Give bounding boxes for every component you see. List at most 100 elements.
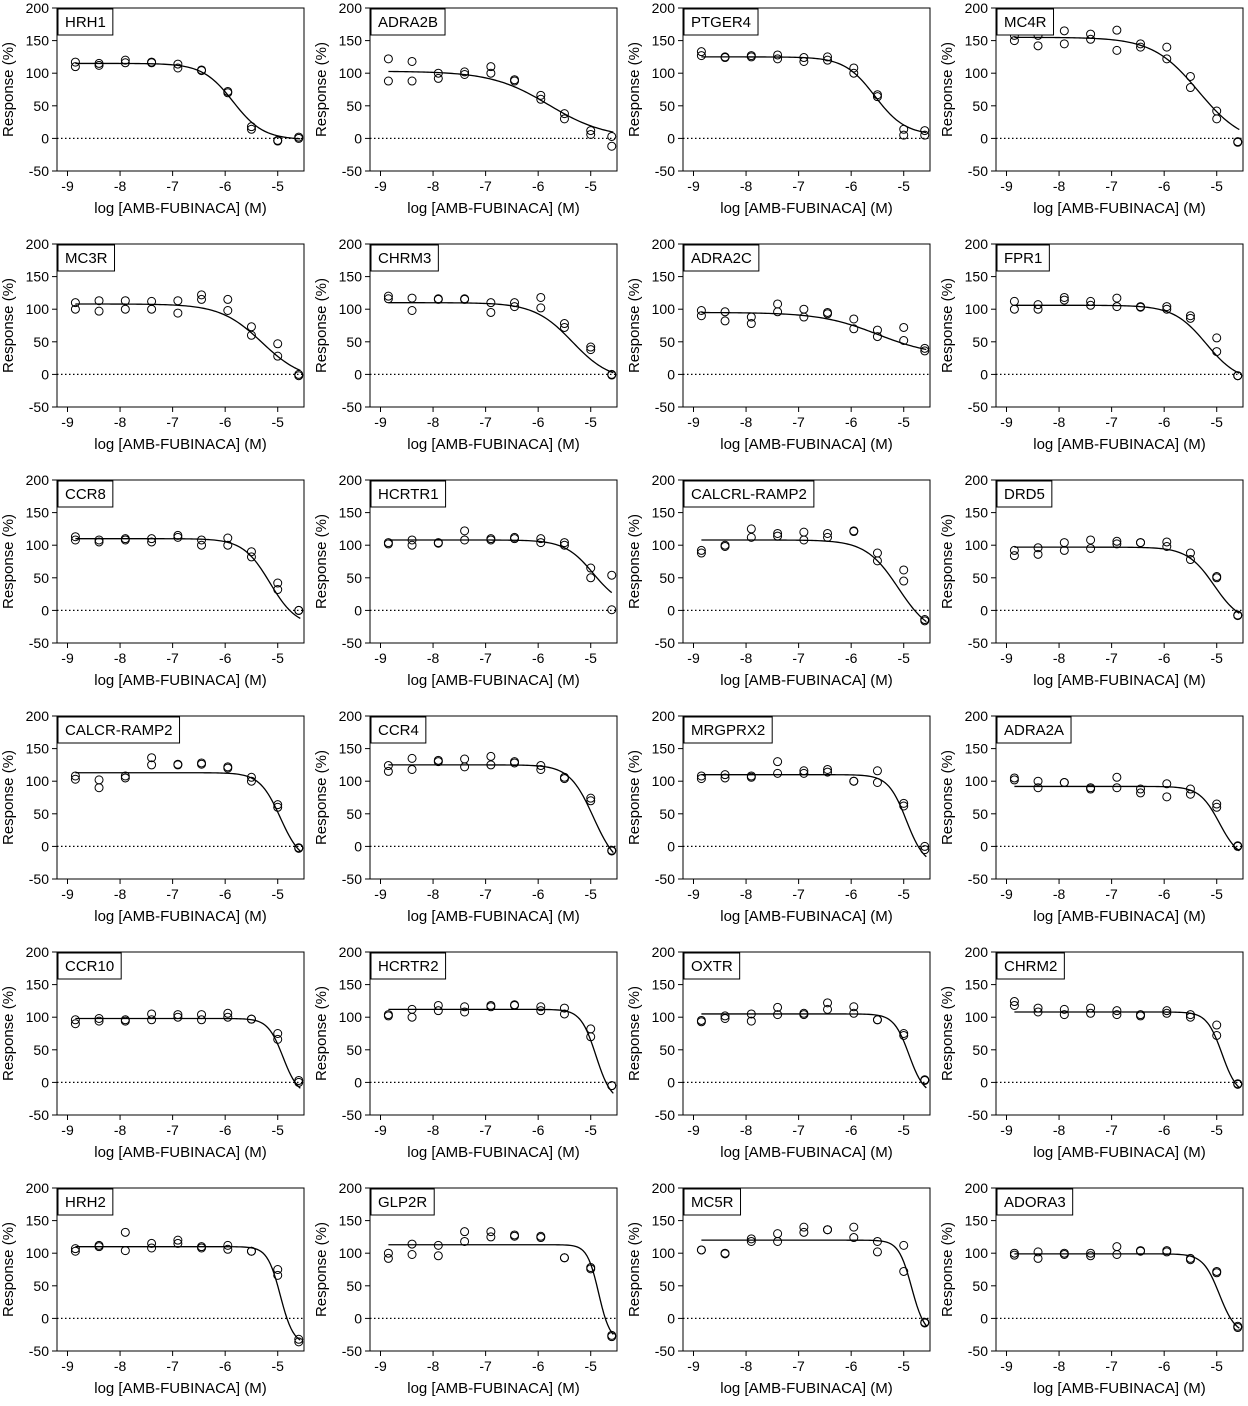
y-tick-label: 100 [339, 65, 363, 81]
x-tick-label: -9 [374, 1358, 387, 1374]
plot-frame [56, 1187, 305, 1352]
y-tick-label: 100 [652, 1009, 676, 1025]
data-point [147, 760, 157, 770]
y-tick-label: 100 [26, 537, 50, 553]
x-tick-label: -6 [1158, 1122, 1171, 1138]
chart-title-box [57, 244, 116, 272]
data-point [273, 1265, 283, 1274]
fit-curve [75, 538, 301, 620]
chart-title: MC3R [65, 250, 108, 267]
x-tick-label: -8 [740, 1122, 753, 1138]
data-point [720, 773, 730, 783]
chart-title: GLP2R [378, 1194, 427, 1211]
chart-title: ADRA2A [1004, 722, 1064, 739]
fit-curve [75, 1246, 301, 1341]
x-tick-label: -8 [114, 650, 127, 666]
chart-title-box [683, 244, 760, 272]
x-tick-label: -6 [219, 1358, 232, 1374]
data-point [849, 776, 859, 786]
x-tick-label: -9 [687, 886, 700, 902]
data-point [1112, 772, 1122, 782]
data-point [799, 1222, 809, 1232]
x-tick-label: -7 [166, 886, 179, 902]
y-tick-label: 150 [339, 269, 363, 285]
y-tick-label: 150 [26, 741, 50, 757]
x-tick-label: -6 [845, 414, 858, 430]
y-tick-label: 100 [339, 1009, 363, 1025]
data-point [799, 56, 809, 66]
data-point [799, 766, 809, 776]
data-point [696, 548, 706, 558]
data-point [173, 63, 183, 73]
x-tick-label: -7 [792, 1122, 805, 1138]
data-point [899, 130, 909, 140]
y-axis-label: Response (%) [626, 986, 643, 1081]
data-point [536, 90, 546, 100]
x-tick-label: -7 [792, 650, 805, 666]
data-point [1185, 311, 1195, 321]
data-point [1162, 1008, 1172, 1018]
x-tick-label: -9 [1000, 1122, 1013, 1138]
data-point [246, 776, 256, 786]
x-tick-label: -5 [271, 650, 284, 666]
data-point [173, 59, 183, 69]
x-tick-label: -9 [61, 1358, 74, 1374]
data-point [223, 533, 233, 543]
x-axis-label: log [AMB-FUBINACA] (M) [407, 1380, 580, 1397]
data-point [1112, 25, 1122, 35]
y-axis-label: Response (%) [626, 42, 643, 137]
data-point [294, 1337, 304, 1347]
data-point [920, 1075, 930, 1085]
y-tick-label: 50 [972, 334, 988, 350]
x-tick-label: -9 [687, 414, 700, 430]
y-tick-label: 100 [652, 301, 676, 317]
x-tick-label: -5 [584, 414, 597, 430]
plot-frame [995, 479, 1244, 644]
data-point [746, 772, 756, 782]
x-tick-label: -5 [584, 1122, 597, 1138]
y-tick-label: 50 [346, 806, 362, 822]
data-point [586, 573, 596, 583]
x-tick-label: -9 [374, 650, 387, 666]
fit-curve [75, 62, 301, 140]
data-point [486, 751, 496, 761]
data-point [433, 294, 443, 304]
chart-title-box [370, 952, 447, 980]
data-point [246, 322, 256, 332]
x-tick-label: -6 [532, 1358, 545, 1374]
y-tick-label: 0 [354, 130, 362, 146]
data-point [197, 1243, 207, 1253]
x-tick-label: -7 [1105, 178, 1118, 194]
data-point [773, 1229, 783, 1239]
data-point [383, 76, 393, 86]
fit-curve [701, 56, 927, 134]
data-point [223, 763, 233, 773]
data-point [1212, 799, 1222, 809]
data-point [1086, 784, 1096, 794]
data-point [147, 537, 157, 547]
data-point [1009, 997, 1019, 1007]
x-tick-label: -5 [271, 178, 284, 194]
plot-frame [369, 951, 618, 1116]
data-point [773, 307, 783, 317]
x-axis-label: log [AMB-FUBINACA] (M) [720, 908, 893, 925]
x-tick-label: -5 [1210, 414, 1223, 430]
data-point [559, 540, 569, 550]
y-tick-label: 150 [26, 33, 50, 49]
chart-title-box [57, 716, 181, 744]
data-point [773, 1010, 783, 1020]
data-point [197, 1010, 207, 1020]
x-tick-label: -5 [897, 650, 910, 666]
y-tick-label: 0 [354, 838, 362, 854]
chart-title-box [683, 1188, 742, 1216]
data-point [460, 526, 470, 536]
x-tick-label: -5 [271, 1358, 284, 1374]
data-point [849, 324, 859, 334]
y-axis-label: Response (%) [939, 750, 956, 845]
y-tick-label: -50 [655, 399, 675, 415]
data-point [294, 371, 304, 381]
data-point [94, 783, 104, 793]
